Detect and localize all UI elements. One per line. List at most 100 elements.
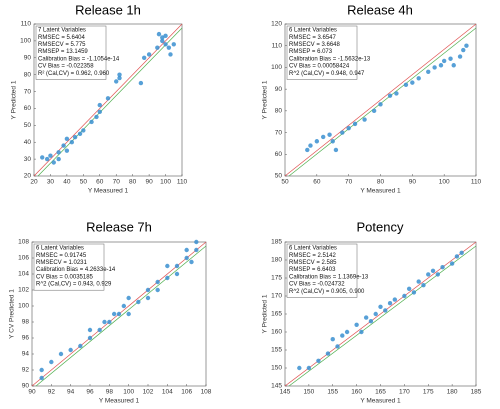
point (340, 333, 345, 338)
panel: Potency 145 150 155 160 165 170 175 180 185 145 150… (262, 219, 482, 404)
point (64, 148, 70, 153)
point (330, 337, 335, 342)
point (141, 55, 147, 60)
x-tick-label: 60 (96, 179, 104, 186)
x-tick-label: 106 (181, 389, 192, 396)
x-tick-label: 70 (345, 179, 353, 186)
y-tick-label: 100 (18, 303, 29, 310)
point (51, 160, 56, 165)
x-tick-label: 90 (28, 389, 36, 396)
y-axis-label: Y Predicted 1 (262, 80, 269, 119)
point (330, 139, 335, 144)
y-tick-label: 90 (22, 383, 30, 390)
stats-text: CV Bias = 0.0035185 (36, 274, 94, 280)
x-axis-label: Y Measured 1 (99, 398, 140, 405)
point (371, 108, 377, 114)
y-tick-label: 50 (24, 122, 32, 129)
point (410, 80, 415, 85)
panel: Release 1h 20 30 40 50 60 70 80 90 100 110 20 30 40 50… (11, 2, 188, 194)
x-axis-label: Y Measured 1 (360, 398, 401, 405)
x-tick-label: 90 (145, 179, 153, 186)
point (146, 52, 152, 57)
point (49, 359, 54, 365)
point (362, 117, 367, 122)
point (69, 140, 75, 145)
point (359, 329, 364, 335)
point (56, 150, 61, 155)
point (44, 156, 50, 162)
point (165, 275, 170, 281)
y-tick-label: 98 (22, 319, 30, 326)
x-tick-label: 100 (160, 179, 171, 186)
point (156, 31, 162, 37)
point (403, 82, 409, 88)
stats-text: Calibration Bias = 4.2633e-14 (36, 267, 116, 273)
point (189, 259, 194, 265)
x-tick-label: 104 (162, 389, 173, 396)
y-tick-label: 94 (22, 351, 30, 358)
stats-text: R^2 (Cal,CV) = 0.905, 0.900 (289, 289, 365, 295)
stats-text: CV Bias = -0.024732 (289, 282, 345, 288)
x-tick-label: 110 (471, 179, 482, 186)
panel: Release 4h 50 60 70 80 90 100 110 50 60 70 80 90 100 1… (262, 2, 482, 194)
x-tick-label: 160 (351, 389, 362, 396)
y-tick-label: 90 (275, 86, 283, 93)
point (138, 80, 144, 86)
point (394, 91, 399, 96)
point (39, 375, 44, 381)
point (145, 295, 151, 301)
y-tick-label: 110 (272, 42, 283, 49)
point (416, 279, 421, 284)
point (378, 304, 383, 309)
x-axis-label: Y Measured 1 (360, 188, 401, 195)
stats-text: RMSEC = 5.6404 (38, 35, 86, 41)
point (297, 365, 302, 371)
point (194, 247, 199, 253)
stats-text: RMSEC = 3.6547 (289, 35, 337, 41)
point (155, 45, 160, 50)
point (184, 255, 189, 261)
stats-box (286, 243, 358, 298)
stats-box (33, 243, 105, 291)
point (160, 35, 165, 40)
point (56, 156, 61, 162)
point (61, 143, 66, 148)
y-tick-label: 100 (271, 64, 282, 71)
x-tick-label: 94 (67, 389, 75, 396)
point (97, 327, 102, 333)
point (87, 335, 93, 341)
x-tick-label: 150 (303, 389, 314, 396)
stats-text: RMSEC = 2.5142 (289, 253, 337, 259)
point (373, 311, 378, 317)
x-tick-label: 60 (313, 179, 321, 186)
target-line (35, 245, 207, 387)
target-line (288, 27, 477, 177)
point (344, 329, 350, 335)
point (160, 38, 165, 44)
y-tick-label: 165 (271, 311, 282, 318)
point (454, 254, 460, 259)
y-tick-label: 104 (18, 271, 29, 278)
x-tick-label: 80 (129, 179, 137, 186)
point (316, 358, 321, 363)
point (171, 42, 176, 47)
x-tick-label: 98 (106, 389, 114, 396)
y-tick-label: 145 (271, 383, 282, 390)
point (430, 268, 436, 273)
panel-title: Potency (357, 219, 404, 234)
point (121, 303, 127, 309)
stats-text: 6 Latent Variables (289, 246, 337, 252)
point (126, 311, 131, 317)
x-tick-label: 50 (281, 179, 289, 186)
y-tick-label: 80 (275, 108, 283, 115)
x-tick-label: 80 (377, 179, 385, 186)
x-tick-label: 145 (280, 389, 291, 396)
x-tick-label: 100 (123, 389, 134, 396)
point (426, 69, 431, 74)
point (411, 290, 417, 295)
point (145, 287, 151, 293)
stats-text: RMSEP = 13.1459 (38, 49, 88, 55)
point (306, 365, 312, 371)
point (438, 63, 444, 68)
x-tick-label: 100 (439, 179, 450, 186)
